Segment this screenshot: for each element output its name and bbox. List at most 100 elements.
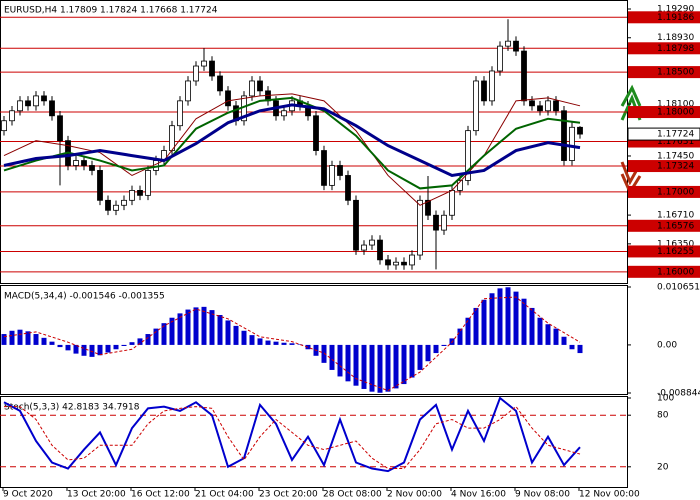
candle-body	[41, 95, 47, 102]
macd-bar	[417, 344, 423, 370]
macd-bar	[489, 293, 495, 345]
level-box	[628, 11, 700, 24]
macd-bar	[529, 307, 535, 345]
last-price-label: 1.17724	[657, 130, 694, 140]
macd-bar	[377, 344, 383, 393]
candle-body	[345, 175, 351, 201]
macd-bar	[297, 344, 303, 345]
macd-bar	[89, 344, 95, 357]
x-tick-label: 16 Oct 12:00	[131, 490, 190, 500]
candle-body	[249, 80, 255, 97]
level-box	[628, 160, 700, 173]
macd-bar	[49, 341, 55, 345]
macd-bar	[129, 342, 135, 345]
x-tick-label: 28 Oct 08:00	[323, 490, 382, 500]
candle-body	[465, 130, 471, 181]
macd-bar	[465, 317, 471, 345]
macd-bar	[353, 344, 359, 386]
macd-bar	[441, 344, 447, 347]
candle-body	[417, 199, 423, 256]
indicator-line	[3, 296, 581, 392]
y-tick-label: 1.16710	[657, 211, 694, 221]
macd-bar	[169, 317, 175, 345]
candle-body	[401, 261, 407, 266]
macd-bar	[369, 344, 375, 392]
level-box	[628, 265, 700, 278]
candle-body	[353, 199, 359, 251]
macd-bar	[473, 307, 479, 345]
candle-body	[57, 115, 63, 142]
candle-body	[81, 160, 87, 166]
candle-body	[209, 60, 215, 77]
macd-bar	[225, 320, 231, 345]
y-tick-label: 0.010651	[657, 283, 700, 293]
indicator-line	[3, 103, 581, 178]
level-label: 1.19186	[657, 13, 694, 23]
x-tick-label: 9 Nov 08:00	[515, 490, 570, 500]
candle-body	[281, 110, 287, 117]
candle-body	[97, 170, 103, 201]
candle-body	[145, 170, 151, 196]
candle-body	[489, 70, 495, 102]
macd-bar	[289, 343, 295, 345]
candle-body	[121, 199, 127, 206]
level-box	[628, 66, 700, 79]
candle-body	[369, 239, 375, 246]
candle-body	[473, 80, 479, 132]
macd-bar	[553, 328, 559, 345]
level-label: 1.17324	[657, 162, 694, 172]
candle-body	[177, 100, 183, 127]
indicator-line	[4, 405, 581, 470]
macd-bar	[545, 324, 551, 345]
macd-bar	[481, 299, 487, 345]
macd-bar	[361, 344, 367, 389]
macd-bar	[305, 344, 311, 350]
macd-bar	[161, 323, 167, 345]
macd-bar	[457, 328, 463, 345]
macd-bar	[425, 344, 431, 362]
panel-title: EURUSD,H4 1.17809 1.17824 1.17668 1.1772…	[4, 6, 218, 16]
level-label: 1.18798	[657, 44, 694, 54]
macd-bar	[505, 287, 511, 345]
y-tick-label: -0.008844	[657, 389, 700, 399]
level-label: 1.17000	[657, 187, 694, 197]
x-tick-label: 12 Nov 00:00	[579, 490, 640, 500]
macd-bar	[345, 344, 351, 382]
x-tick-label: 9 Oct 2020	[3, 490, 53, 500]
macd-bar	[209, 310, 215, 345]
candle-body	[321, 150, 327, 186]
macd-bar	[17, 329, 23, 345]
macd-bar	[393, 344, 399, 389]
macd-bar	[273, 341, 279, 345]
macd-bar	[113, 344, 119, 350]
macd-bar	[41, 337, 47, 345]
macd-bar	[337, 344, 343, 377]
macd-bar	[1, 334, 7, 345]
y-tick-label: 80	[657, 411, 669, 421]
macd-bar	[569, 344, 575, 350]
panel-title: Stoch(5,3,3) 42.8183 34.7918	[4, 403, 140, 413]
candle-body	[73, 160, 79, 166]
candle-body	[169, 125, 175, 151]
macd-bar	[185, 309, 191, 345]
macd-bar	[409, 344, 415, 378]
candle-body	[505, 40, 511, 47]
candle-body	[361, 244, 367, 251]
macd-bar	[497, 288, 503, 345]
y-tick-label: 1.19290	[657, 4, 694, 14]
macd-bar	[137, 338, 143, 345]
candle-body	[89, 165, 95, 171]
level-label: 1.18000	[657, 108, 694, 118]
macd-bar	[433, 344, 439, 354]
candle-body	[337, 165, 343, 176]
candle-body	[113, 204, 119, 211]
candle-body	[545, 100, 551, 112]
candle-body	[433, 214, 439, 231]
candle-body	[129, 190, 135, 201]
macd-bar	[329, 344, 335, 370]
candle-body	[385, 259, 391, 266]
candle-body	[137, 190, 143, 196]
macd-bar	[25, 331, 31, 345]
up-arrow	[620, 84, 642, 107]
